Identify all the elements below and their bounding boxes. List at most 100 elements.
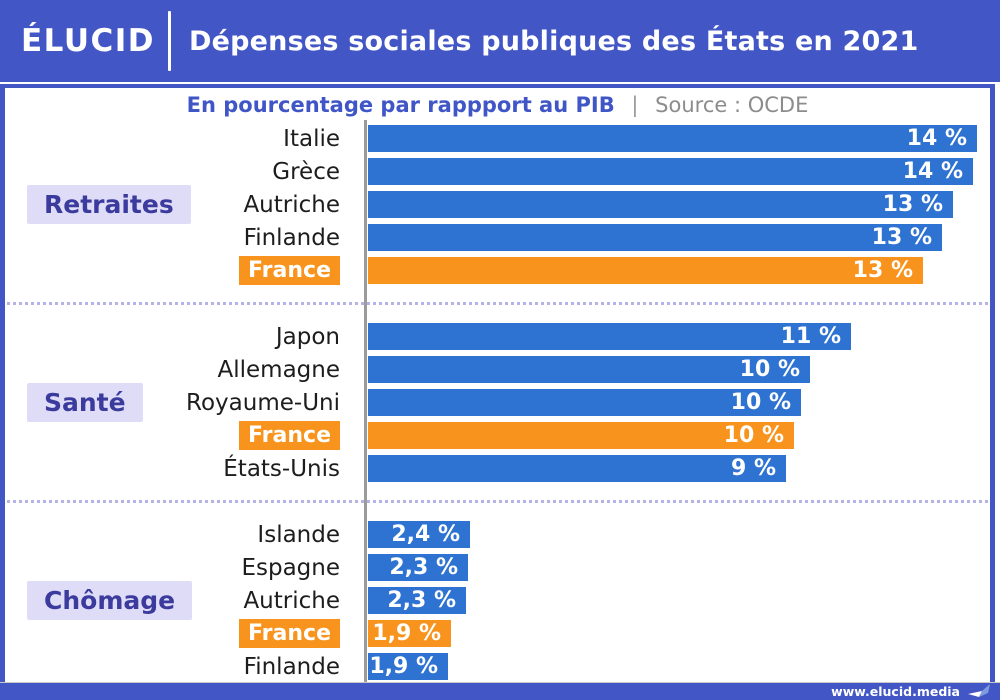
country-label: Islande xyxy=(257,521,340,548)
subtitle-separator: | xyxy=(631,93,639,117)
footer-hairline xyxy=(0,682,1000,683)
bar-track: 10 % xyxy=(350,356,990,383)
section-separator xyxy=(7,302,988,305)
value-label: 13 % xyxy=(852,258,913,283)
category-label: Retraites xyxy=(27,185,191,224)
chart-sections: Retraites Italie 14 % Grèce 14 % Autriche 13 %… xyxy=(5,125,990,680)
value-label: 9 % xyxy=(730,456,776,481)
country-label-highlight: France xyxy=(165,256,350,285)
bar: 10 % xyxy=(368,356,810,383)
category-cell: Chômage xyxy=(5,521,193,680)
country-label: Allemagne xyxy=(217,356,341,383)
country-label-highlight: France xyxy=(165,619,350,648)
chart-row: France 1,9 % xyxy=(165,619,990,648)
chart-row: Allemagne 10 % xyxy=(165,356,990,383)
bar: 14 % xyxy=(368,158,973,185)
bar-track: 1,9 % xyxy=(350,620,990,647)
category-label: Santé xyxy=(27,383,143,422)
value-label: 10 % xyxy=(739,357,800,382)
bar: 2,4 % xyxy=(368,521,470,548)
bar: 2,3 % xyxy=(368,554,468,581)
chart-row: États-Unis 9 % xyxy=(165,455,990,482)
bar-track: 1,9 % xyxy=(350,653,990,680)
category-cell: Retraites xyxy=(5,125,191,284)
value-label: 1,9 % xyxy=(369,654,438,679)
value-label: 14 % xyxy=(906,126,967,151)
bar-track: 10 % xyxy=(350,389,990,416)
bar-track: 13 % xyxy=(350,257,990,284)
chart-row: Italie 14 % xyxy=(165,125,990,152)
bar-track: 14 % xyxy=(350,125,990,152)
axis-baseline xyxy=(364,120,367,682)
bar-track: 11 % xyxy=(350,323,990,350)
france-highlight-box: France xyxy=(239,256,340,285)
bar-track: 2,4 % xyxy=(350,521,990,548)
bar-track: 13 % xyxy=(350,224,990,251)
chart-row: Islande 2,4 % xyxy=(165,521,990,548)
value-label: 10 % xyxy=(723,423,784,448)
bar: 13 % xyxy=(368,191,953,218)
chart-row: Grèce 14 % xyxy=(165,158,990,185)
bar: 11 % xyxy=(368,323,851,350)
subtitle-text: En pourcentage par rappport au PIB xyxy=(186,93,615,117)
section-chômage: Chômage Islande 2,4 % Espagne 2,3 % Autriche 2… xyxy=(5,521,990,680)
bar-highlight: 10 % xyxy=(368,422,794,449)
category-cell: Santé xyxy=(5,323,165,482)
value-label: 13 % xyxy=(871,225,932,250)
country-label: Finlande xyxy=(243,653,340,680)
chart-row: Autriche 13 % xyxy=(165,191,990,218)
section-retraites: Retraites Italie 14 % Grèce 14 % Autriche 13 %… xyxy=(5,125,990,285)
bar-track: 13 % xyxy=(350,191,990,218)
value-label: 11 % xyxy=(780,324,841,349)
value-label: 14 % xyxy=(902,159,963,184)
bar-highlight: 13 % xyxy=(368,257,923,284)
chart-row: Autriche 2,3 % xyxy=(165,587,990,614)
elucid-logo: ÉLUCID xyxy=(21,23,156,59)
country-label: Italie xyxy=(283,125,340,152)
bar: 9 % xyxy=(368,455,786,482)
chart-row: France 13 % xyxy=(165,256,990,285)
value-label: 2,3 % xyxy=(387,588,456,613)
country-label: Royaume-Uni xyxy=(186,389,340,416)
chart-row: France 10 % xyxy=(165,421,990,450)
chart-row: Royaume-Uni 10 % xyxy=(165,389,990,416)
country-label: Japon xyxy=(275,323,340,350)
page-title: Dépenses sociales publiques des États en… xyxy=(189,25,919,57)
value-label: 2,3 % xyxy=(389,555,458,580)
header-divider xyxy=(168,11,172,71)
france-highlight-box: France xyxy=(239,421,340,450)
country-label: Autriche xyxy=(243,587,340,614)
bar-track: 14 % xyxy=(350,158,990,185)
section-separator xyxy=(7,500,988,503)
section-rows: Italie 14 % Grèce 14 % Autriche 13 % Finlande 1… xyxy=(165,125,990,285)
value-label: 1,9 % xyxy=(372,621,441,646)
bar: 2,3 % xyxy=(368,587,466,614)
bar: 10 % xyxy=(368,389,801,416)
section-rows: Islande 2,4 % Espagne 2,3 % Autriche 2,3 % Fra… xyxy=(165,521,990,680)
country-label: Finlande xyxy=(243,224,340,251)
country-label: Grèce xyxy=(272,158,340,185)
footer-url: www.elucid.media xyxy=(831,684,960,699)
category-label: Chômage xyxy=(27,581,193,620)
country-label-highlight: France xyxy=(165,421,350,450)
chart-subtitle: En pourcentage par rappport au PIB | Sou… xyxy=(5,91,990,119)
country-label: Autriche xyxy=(243,191,340,218)
elucid-arrow-icon xyxy=(968,684,990,697)
footer-bar: www.elucid.media xyxy=(0,683,1000,700)
country-label: États-Unis xyxy=(223,455,340,482)
country-label: Espagne xyxy=(241,554,340,581)
chart-card: En pourcentage par rappport au PIB | Sou… xyxy=(0,84,995,682)
value-label: 10 % xyxy=(730,390,791,415)
chart-row: Japon 11 % xyxy=(165,323,990,350)
bar: 14 % xyxy=(368,125,977,152)
value-label: 2,4 % xyxy=(391,522,460,547)
subtitle-source: Source : OCDE xyxy=(655,93,809,117)
header-bar: ÉLUCID Dépenses sociales publiques des É… xyxy=(0,0,1000,82)
france-highlight-box: France xyxy=(239,619,340,648)
section-santé: Santé Japon 11 % Allemagne 10 % Royaume-Uni 10… xyxy=(5,323,990,482)
chart-row: Finlande 1,9 % xyxy=(165,653,990,680)
value-label: 13 % xyxy=(882,192,943,217)
bar-track: 2,3 % xyxy=(350,554,990,581)
chart-row: Finlande 13 % xyxy=(165,224,990,251)
chart-row: Espagne 2,3 % xyxy=(165,554,990,581)
